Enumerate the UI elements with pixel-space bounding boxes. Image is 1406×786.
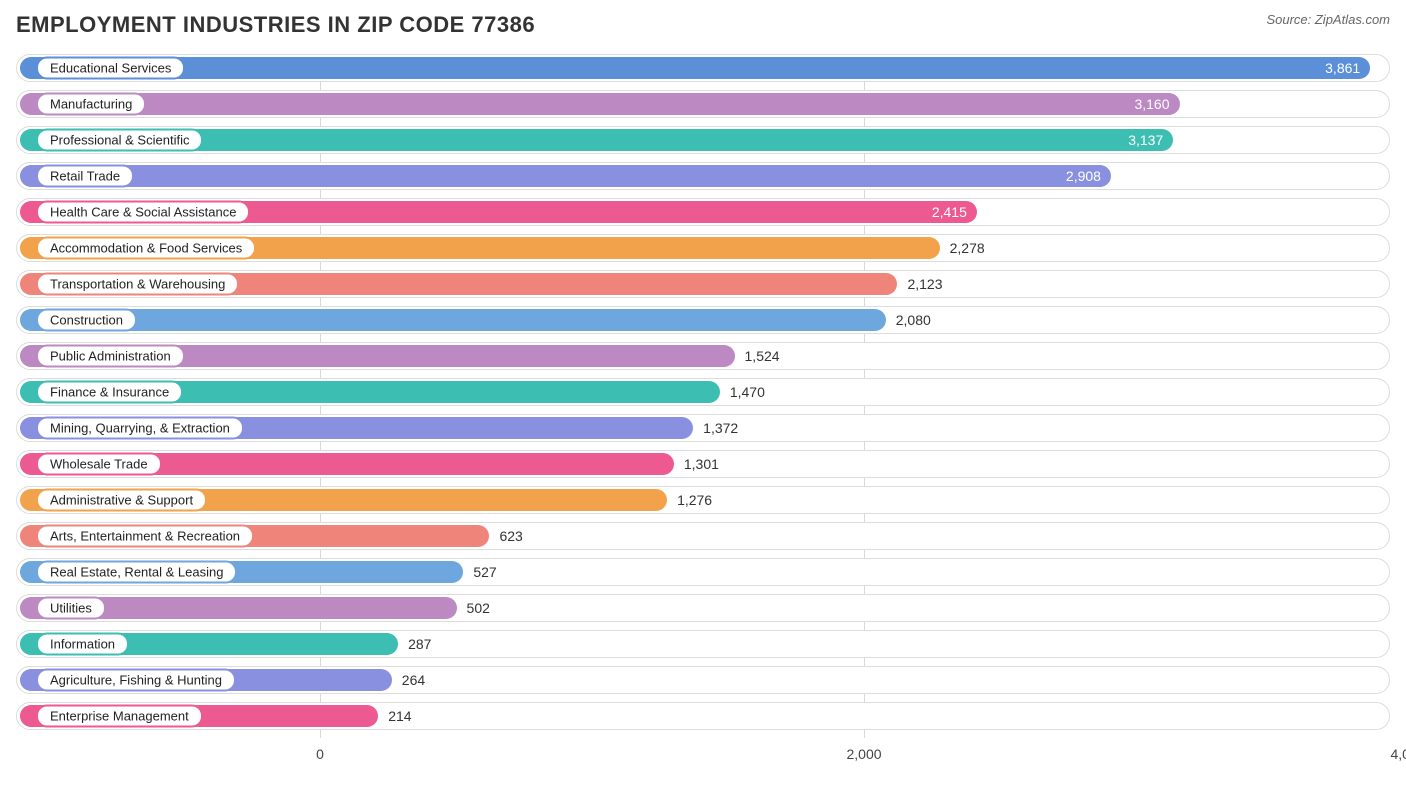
x-axis: 02,0004,000 (16, 742, 1390, 766)
chart-source: Source: ZipAtlas.com (1266, 12, 1390, 27)
bar-value: 1,524 (745, 348, 780, 364)
bar-row: 3,160 Manufacturing (16, 90, 1390, 118)
chart-title: EMPLOYMENT INDUSTRIES IN ZIP CODE 77386 (16, 12, 535, 38)
bar-label: Public Administration (36, 345, 185, 368)
bar-label: Accommodation & Food Services (36, 237, 256, 260)
bar-value: 1,372 (703, 420, 738, 436)
bar-value: 1,276 (677, 492, 712, 508)
bar-label: Real Estate, Rental & Leasing (36, 561, 237, 584)
chart-rows: 3,861 Educational Services 3,160 Manufactur… (16, 54, 1390, 730)
bar-row: 1,301 Wholesale Trade (16, 450, 1390, 478)
bar-row: 2,908 Retail Trade (16, 162, 1390, 190)
chart-area: 3,861 Educational Services 3,160 Manufactur… (16, 54, 1390, 766)
x-axis-tick: 2,000 (846, 746, 881, 762)
bar-row: 2,080 Construction (16, 306, 1390, 334)
bar-value: 1,301 (684, 456, 719, 472)
bar-row: 2,415 Health Care & Social Assistance (16, 198, 1390, 226)
bar-value: 2,278 (950, 240, 985, 256)
bar-value: 2,080 (896, 312, 931, 328)
bar-row: 2,278 Accommodation & Food Services (16, 234, 1390, 262)
bar: 2,908 (20, 165, 1111, 187)
x-axis-tick: 4,000 (1390, 746, 1406, 762)
bar-label: Utilities (36, 597, 106, 620)
bar-value: 264 (402, 672, 425, 688)
bar-label: Enterprise Management (36, 705, 203, 728)
bar-row: 264 Agriculture, Fishing & Hunting (16, 666, 1390, 694)
bar-label: Retail Trade (36, 165, 134, 188)
bar-row: 3,861 Educational Services (16, 54, 1390, 82)
bar-label: Agriculture, Fishing & Hunting (36, 669, 236, 692)
bar-row: 1,372 Mining, Quarrying, & Extraction (16, 414, 1390, 442)
bar-row: 1,524 Public Administration (16, 342, 1390, 370)
bar-row: 502 Utilities (16, 594, 1390, 622)
bar-value: 3,861 (1325, 60, 1360, 76)
bar-label: Arts, Entertainment & Recreation (36, 525, 254, 548)
bar-label: Educational Services (36, 57, 185, 80)
bar-row: 1,470 Finance & Insurance (16, 378, 1390, 406)
bar-row: 2,123 Transportation & Warehousing (16, 270, 1390, 298)
bar-label: Transportation & Warehousing (36, 273, 239, 296)
bar: 3,160 (20, 93, 1180, 115)
bar-value: 2,415 (932, 204, 967, 220)
bar-row: 214 Enterprise Management (16, 702, 1390, 730)
bar-label: Wholesale Trade (36, 453, 162, 476)
bar-label: Professional & Scientific (36, 129, 203, 152)
bar-value: 623 (499, 528, 522, 544)
bar-value: 527 (473, 564, 496, 580)
bar: 3,861 (20, 57, 1370, 79)
bar-label: Finance & Insurance (36, 381, 183, 404)
bar-value: 502 (467, 600, 490, 616)
bar-label: Administrative & Support (36, 489, 207, 512)
bar-label: Health Care & Social Assistance (36, 201, 250, 224)
bar-row: 623 Arts, Entertainment & Recreation (16, 522, 1390, 550)
bar-label: Manufacturing (36, 93, 146, 116)
bar-row: 3,137 Professional & Scientific (16, 126, 1390, 154)
bar-row: 1,276 Administrative & Support (16, 486, 1390, 514)
bar (20, 309, 886, 331)
bar-value: 2,908 (1066, 168, 1101, 184)
bar-row: 287 Information (16, 630, 1390, 658)
bar-value: 3,160 (1134, 96, 1169, 112)
bar-label: Mining, Quarrying, & Extraction (36, 417, 244, 440)
bar-value: 214 (388, 708, 411, 724)
bar-row: 527 Real Estate, Rental & Leasing (16, 558, 1390, 586)
bar-value: 2,123 (907, 276, 942, 292)
x-axis-tick: 0 (316, 746, 324, 762)
bar-label: Construction (36, 309, 137, 332)
bar-value: 3,137 (1128, 132, 1163, 148)
bar-label: Information (36, 633, 129, 656)
bar-value: 287 (408, 636, 431, 652)
chart-header: EMPLOYMENT INDUSTRIES IN ZIP CODE 77386 … (16, 12, 1390, 38)
bar-value: 1,470 (730, 384, 765, 400)
